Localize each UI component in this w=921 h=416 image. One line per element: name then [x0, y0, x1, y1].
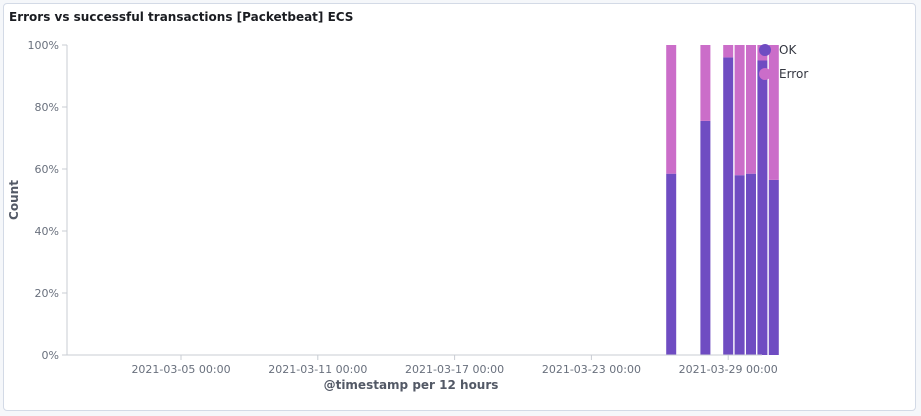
legend-label-error: Error: [779, 67, 809, 81]
legend-swatch-ok: [759, 44, 771, 56]
legend-item-error[interactable]: Error: [759, 62, 808, 86]
x-tick-label: 2021-03-05 00:00: [131, 363, 230, 376]
bar-error-4[interactable]: [746, 45, 756, 174]
x-tick-label: 2021-03-29 00:00: [679, 363, 778, 376]
bar-ok-4[interactable]: [746, 173, 756, 355]
legend-label-ok: OK: [779, 43, 797, 57]
bar-ok-5[interactable]: [757, 60, 768, 356]
x-tick-label: 2021-03-11 00:00: [268, 363, 367, 376]
x-axis-title: @timestamp per 12 hours: [324, 378, 499, 392]
bar-ok-3[interactable]: [734, 175, 745, 355]
panel-title: Errors vs successful transactions [Packe…: [9, 10, 354, 24]
y-tick-label: 60%: [35, 163, 59, 176]
x-tick-label: 2021-03-17 00:00: [405, 363, 504, 376]
y-tick-label: 0%: [42, 349, 59, 362]
y-tick-label: 100%: [28, 39, 59, 52]
bar-ok-6[interactable]: [768, 179, 779, 355]
y-axis-title: Count: [7, 180, 21, 220]
legend-item-ok[interactable]: OK: [759, 38, 808, 62]
bar-error-6[interactable]: [768, 45, 779, 180]
bar-error-1[interactable]: [700, 45, 711, 121]
y-tick-label: 40%: [35, 225, 59, 238]
bar-ok-2[interactable]: [723, 57, 734, 356]
bar-ok-0[interactable]: [666, 173, 677, 355]
y-tick-label: 80%: [35, 101, 59, 114]
bar-error-0[interactable]: [666, 45, 677, 174]
x-tick-label: 2021-03-23 00:00: [542, 363, 641, 376]
legend-swatch-error: [759, 68, 771, 80]
bar-ok-1[interactable]: [700, 120, 711, 356]
bar-error-3[interactable]: [734, 45, 745, 176]
bar-error-2[interactable]: [723, 45, 734, 58]
chart-legend: OK Error: [759, 38, 808, 86]
y-tick-label: 20%: [35, 287, 59, 300]
